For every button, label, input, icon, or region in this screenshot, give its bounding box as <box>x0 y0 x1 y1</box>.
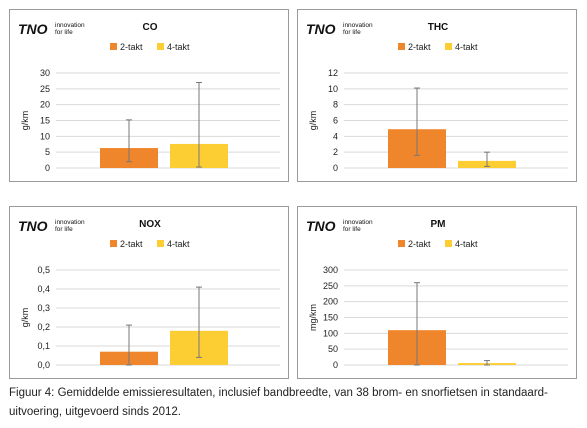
error-bar-4-takt <box>484 151 490 167</box>
error-bar-2-takt <box>414 282 420 366</box>
logo-tagline-2: for life <box>343 226 361 233</box>
y-tick-label: 12 <box>328 68 338 78</box>
logo-brand: TNO <box>306 21 336 37</box>
logo-brand: TNO <box>18 21 48 37</box>
chart-panel-thc: TNO innovation for life THC 2-takt 4-takt 0 2 4 6… <box>297 9 577 182</box>
legend-swatch-2-takt <box>398 240 405 247</box>
y-tick-label: 5 <box>45 147 50 157</box>
figure-caption: Figuur 4: Gemiddelde emissieresultaten, … <box>9 387 548 418</box>
y-axis-label: g/km <box>20 111 30 131</box>
chart-panel-nox: TNO innovation for life NOX 2-takt 4-takt 0,0 0… <box>9 206 289 379</box>
y-tick-label: 150 <box>323 313 338 323</box>
y-tick-label: 0 <box>333 360 338 370</box>
y-tick-label: 0,0 <box>37 360 50 370</box>
legend-label-4-takt: 4-takt <box>167 239 190 249</box>
error-bar-2-takt <box>414 87 420 156</box>
chart-title: NOX <box>139 219 161 230</box>
y-axis-label: mg/km <box>308 304 318 331</box>
legend-label-4-takt: 4-takt <box>167 42 190 52</box>
y-tick-label: 50 <box>328 344 338 354</box>
y-tick-label: 250 <box>323 281 338 291</box>
legend-label-2-takt: 2-takt <box>120 239 143 249</box>
legend-swatch-4-takt <box>157 240 164 247</box>
legend-label-2-takt: 2-takt <box>408 42 431 52</box>
y-tick-label: 200 <box>323 297 338 307</box>
y-tick-label: 6 <box>333 116 338 126</box>
y-tick-label: 0,2 <box>37 322 50 332</box>
chart-legend: 2-takt 4-takt <box>110 239 190 249</box>
legend-swatch-2-takt <box>110 43 117 50</box>
y-tick-label: 0 <box>333 163 338 173</box>
chart-legend: 2-takt 4-takt <box>110 42 190 52</box>
error-bar-4-takt <box>196 286 202 358</box>
logo-tagline-2: for life <box>55 29 73 36</box>
y-tick-label: 30 <box>40 68 50 78</box>
chart-panel-co: TNO innovation for life CO 2-takt 4-takt 0 5 10 1… <box>9 9 289 182</box>
y-tick-label: 10 <box>328 84 338 94</box>
logo-brand: TNO <box>18 218 48 234</box>
logo-tagline-1: innovation <box>343 22 373 29</box>
y-tick-label: 15 <box>40 116 50 126</box>
chart-legend: 2-takt 4-takt <box>398 42 478 52</box>
chart-title: PM <box>431 219 446 230</box>
logo-tagline-2: for life <box>343 29 361 36</box>
logo-brand: TNO <box>306 218 336 234</box>
legend-swatch-2-takt <box>110 240 117 247</box>
y-tick-label: 20 <box>40 100 50 110</box>
y-tick-label: 0,1 <box>37 341 50 351</box>
legend-swatch-4-takt <box>445 43 452 50</box>
y-axis-label: g/km <box>308 111 318 131</box>
chart-panel-pm: TNO innovation for life PM 2-takt 4-takt 0 50 10… <box>297 206 577 379</box>
legend-label-2-takt: 2-takt <box>408 239 431 249</box>
legend-label-2-takt: 2-takt <box>120 42 143 52</box>
y-tick-label: 8 <box>333 100 338 110</box>
error-bar-2-takt <box>126 324 132 366</box>
logo-tagline-1: innovation <box>55 22 85 29</box>
legend-swatch-4-takt <box>445 240 452 247</box>
logo-tagline-2: for life <box>55 226 73 233</box>
error-bar-2-takt <box>126 119 132 163</box>
error-bar-4-takt <box>196 82 202 168</box>
y-axis-label: g/km <box>20 308 30 328</box>
y-tick-label: 2 <box>333 147 338 157</box>
y-tick-label: 0 <box>45 163 50 173</box>
y-tick-label: 100 <box>323 328 338 338</box>
chart-title: THC <box>428 22 449 33</box>
logo-tagline-1: innovation <box>343 219 373 226</box>
chart-legend: 2-takt 4-takt <box>398 239 478 249</box>
legend-swatch-4-takt <box>157 43 164 50</box>
y-tick-label: 0,5 <box>37 265 50 275</box>
y-tick-label: 10 <box>40 131 50 141</box>
y-tick-label: 25 <box>40 84 50 94</box>
error-bar-4-takt <box>484 360 490 366</box>
y-tick-label: 0,4 <box>37 284 50 294</box>
legend-label-4-takt: 4-takt <box>455 239 478 249</box>
logo-tagline-1: innovation <box>55 219 85 226</box>
y-tick-label: 4 <box>333 131 338 141</box>
y-tick-label: 300 <box>323 265 338 275</box>
chart-title: CO <box>143 22 158 33</box>
legend-label-4-takt: 4-takt <box>455 42 478 52</box>
legend-swatch-2-takt <box>398 43 405 50</box>
y-tick-label: 0,3 <box>37 303 50 313</box>
